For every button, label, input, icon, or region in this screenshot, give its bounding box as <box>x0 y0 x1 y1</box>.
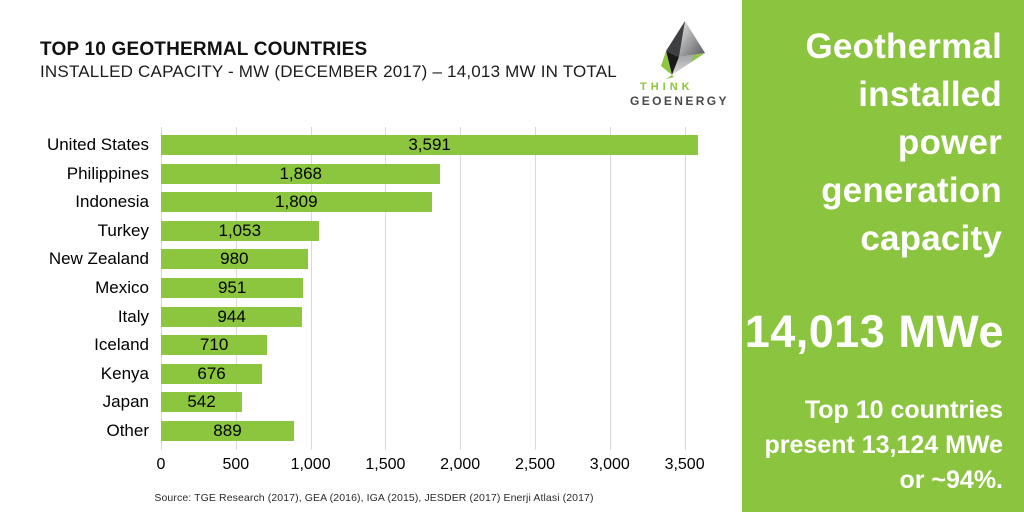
category-label: New Zealand <box>48 249 149 269</box>
bar-track: 542 <box>161 388 712 417</box>
bar: 542 <box>161 392 243 413</box>
x-tick-label: 2,000 <box>440 456 481 473</box>
category-label: Turkey <box>97 220 149 240</box>
chart-subtitle: INSTALLED CAPACITY - MW (DECEMBER 2017) … <box>40 62 617 81</box>
bar: 1,053 <box>161 220 319 241</box>
x-tick-label: 0 <box>156 456 166 473</box>
panel-note: Top 10 countries present 13,124 MWe or ~… <box>764 396 1003 494</box>
category-label: Italy <box>117 306 149 326</box>
bar-track: 889 <box>161 416 712 445</box>
category-label: Indonesia <box>75 192 149 212</box>
category-label: Japan <box>102 392 149 412</box>
bar-row: New Zealand 980 <box>36 245 712 274</box>
bar-row: Iceland 710 <box>36 331 712 360</box>
logo-text-geoenergy: GEOENERGY <box>630 94 729 108</box>
bar-track: 676 <box>161 359 712 388</box>
x-tick-label: 1,000 <box>290 456 331 473</box>
bar-row: Other 889 <box>36 416 712 445</box>
gridline <box>385 127 387 450</box>
bar-track: 1,809 <box>161 188 712 217</box>
bar-value-label: 542 <box>187 392 216 412</box>
side-panel: Geothermal installed power generation ca… <box>742 0 1024 512</box>
bar-row: Japan 542 <box>36 388 712 417</box>
bar-value-label: 889 <box>213 420 242 440</box>
bar-track: 1,868 <box>161 160 712 189</box>
x-tick-label: 500 <box>222 456 250 473</box>
bar: 3,591 <box>161 135 699 156</box>
bar-row: Kenya 676 <box>36 359 712 388</box>
gridline <box>684 127 686 450</box>
bar-chart: United States 3,591 Philippines 1,868 Indone… <box>36 131 712 445</box>
bar-value-label: 944 <box>217 306 246 326</box>
category-label: Philippines <box>66 163 149 183</box>
bar-track: 944 <box>161 302 712 331</box>
bar-value-label: 1,809 <box>275 192 318 212</box>
bar-track: 1,053 <box>161 217 712 246</box>
bar-value-label: 676 <box>197 363 226 383</box>
category-label: Other <box>106 420 149 440</box>
bar-row: Italy 944 <box>36 302 712 331</box>
bar-value-label: 3,591 <box>408 135 451 155</box>
panel-total-value: 14,013 MWe <box>744 306 1004 357</box>
logo-text-think: THINK <box>640 81 694 93</box>
bar: 1,868 <box>161 163 441 184</box>
thinkgeoenergy-logo: THINK GEOENERGY <box>618 18 742 108</box>
bar: 980 <box>161 249 308 270</box>
category-label: Iceland <box>94 335 149 355</box>
bar: 1,809 <box>161 192 432 213</box>
category-label: Kenya <box>100 363 149 383</box>
bar: 951 <box>161 278 304 298</box>
chart-title: TOP 10 GEOTHERMAL COUNTRIES <box>40 39 368 60</box>
logo-gem-icon <box>661 21 705 79</box>
bar-row: United States 3,591 <box>36 131 712 160</box>
x-tick-label: 3,000 <box>589 456 630 473</box>
gridline <box>310 127 312 450</box>
bar-track: 980 <box>161 245 712 274</box>
source-note: Source: TGE Research (2017), GEA (2016),… <box>154 492 594 504</box>
bar: 676 <box>161 363 263 384</box>
gridline <box>460 127 462 450</box>
x-tick-label: 3,500 <box>664 456 705 473</box>
bar-value-label: 1,053 <box>218 220 262 240</box>
bar-track: 951 <box>161 274 712 303</box>
gridline <box>609 127 611 450</box>
bar-value-label: 951 <box>217 278 247 297</box>
category-label: United States <box>46 135 149 155</box>
bar-value-label: 980 <box>220 249 249 269</box>
gridline <box>535 127 536 450</box>
bar-row: Mexico 951 <box>36 274 712 303</box>
bar-track: 710 <box>161 331 712 360</box>
bar: 889 <box>161 420 294 441</box>
category-label: Mexico <box>95 278 149 297</box>
x-tick-label: 2,500 <box>514 456 556 473</box>
bar: 944 <box>161 306 303 327</box>
bar-value-label: 1,868 <box>279 163 322 183</box>
bar-value-label: 710 <box>199 335 229 355</box>
bar-row: Indonesia 1,809 <box>36 188 712 217</box>
bar-row: Turkey 1,053 <box>36 217 712 246</box>
bar-track: 3,591 <box>161 131 712 160</box>
bar-row: Philippines 1,868 <box>36 160 712 189</box>
x-tick-label: 1,500 <box>365 456 406 473</box>
panel-heading: Geothermal installed power generation ca… <box>805 27 1002 258</box>
bar: 710 <box>161 335 268 356</box>
